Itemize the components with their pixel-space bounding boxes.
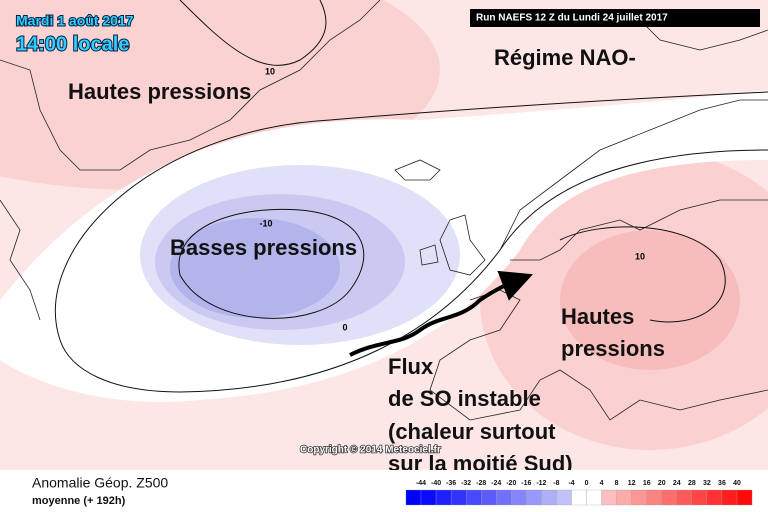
coast-america	[0, 199, 41, 321]
legend-tick-label: 36	[718, 480, 726, 487]
high-east-core	[560, 230, 740, 370]
legend-cell	[676, 489, 693, 506]
legend-cell	[481, 489, 497, 506]
coast-greenland	[0, 0, 381, 171]
label-flow: (chaleur surtout	[388, 419, 556, 444]
footer-subtitle: moyenne (+ 192h)	[32, 495, 126, 507]
label-high-east: Hautes	[561, 304, 634, 329]
coast-british-isles	[419, 214, 486, 276]
legend-tick-label: -4	[568, 480, 574, 487]
contour-label: 10	[635, 251, 645, 261]
label-high-north: Hautes pressions	[68, 79, 251, 104]
legend-tick-label: 16	[643, 480, 651, 487]
legend-cell	[691, 489, 708, 506]
legend-cell	[616, 489, 632, 506]
legend-tick-label: 28	[688, 480, 696, 487]
contour-label: -10	[259, 218, 272, 228]
legend-tick-label: -8	[553, 480, 559, 487]
legend: -44 -40 -36 -32 -28 -24 -20 -16 -12 -8 -4 0 4 8 12 16 20…	[405, 480, 753, 506]
legend-tick-label: -16	[521, 480, 531, 487]
time: 14:00 locale	[16, 33, 129, 55]
run-box	[470, 9, 760, 27]
legend-tick-label: 32	[703, 480, 711, 487]
legend-cell	[420, 489, 437, 506]
contour-10-east	[559, 226, 726, 323]
legend-cell	[571, 489, 587, 506]
legend-tick-label: -24	[491, 480, 501, 487]
legend-cell	[511, 489, 527, 506]
contour-label: 0	[342, 322, 347, 332]
legend-cell	[721, 489, 738, 506]
legend-cell	[601, 489, 617, 506]
legend-tick-label: -44	[416, 480, 426, 487]
legend-cell	[661, 489, 677, 506]
contour-minus10	[178, 208, 365, 319]
legend-tick-label: 24	[673, 480, 681, 487]
date: Mardi 1 août 2017	[16, 13, 134, 29]
label-flow: de SO instable	[388, 386, 541, 411]
legend-cell	[435, 489, 452, 506]
legend-tick-label: -36	[446, 480, 456, 487]
coast-iceland	[394, 159, 441, 181]
legend-tick-label: 12	[628, 480, 636, 487]
legend-tick-label: -28	[476, 480, 486, 487]
legend-tick-label: -12	[536, 480, 546, 487]
contour-0	[54, 91, 768, 393]
legend-cell	[405, 489, 422, 506]
coast-scandinavia	[499, 99, 768, 261]
coast-arctic	[639, 19, 768, 51]
label-high-east: pressions	[561, 336, 665, 361]
legend-cell	[736, 489, 753, 506]
legend-cell	[586, 489, 602, 506]
legend-tick-label: -32	[461, 480, 471, 487]
legend-tick-label: 4	[600, 480, 604, 487]
legend-tick-label: 20	[658, 480, 666, 487]
legend-cell	[706, 489, 723, 506]
contour-10-north	[179, 0, 327, 66]
legend-cell	[541, 489, 557, 506]
legend-tick-label: 0	[585, 480, 589, 487]
legend-tick-label: -20	[506, 480, 516, 487]
legend-cell	[450, 489, 467, 506]
legend-cell	[631, 489, 647, 506]
coast-europe	[429, 289, 768, 421]
legend-cell	[646, 489, 662, 506]
footer-title: Anomalie Géop. Z500	[32, 475, 168, 491]
run: Run NAEFS 12 Z du Lundi 24 juillet 2017	[476, 13, 668, 24]
legend-cell	[465, 489, 482, 506]
contour-label: 10	[265, 66, 275, 76]
flow-arrow	[349, 270, 533, 357]
label-flow: Flux	[388, 354, 434, 379]
legend-tick-label: 40	[733, 480, 741, 487]
legend-tick-label: -40	[431, 480, 441, 487]
legend-tick-label: 8	[615, 480, 619, 487]
legend-cell	[556, 489, 572, 506]
regime: Régime NAO-	[494, 45, 636, 70]
legend-cell	[526, 489, 542, 506]
low-core	[170, 218, 340, 318]
copyright: Copyright © 2014 Meteociel.fr	[300, 445, 441, 456]
legend-cell	[496, 489, 512, 506]
label-low: Basses pressions	[170, 235, 357, 260]
